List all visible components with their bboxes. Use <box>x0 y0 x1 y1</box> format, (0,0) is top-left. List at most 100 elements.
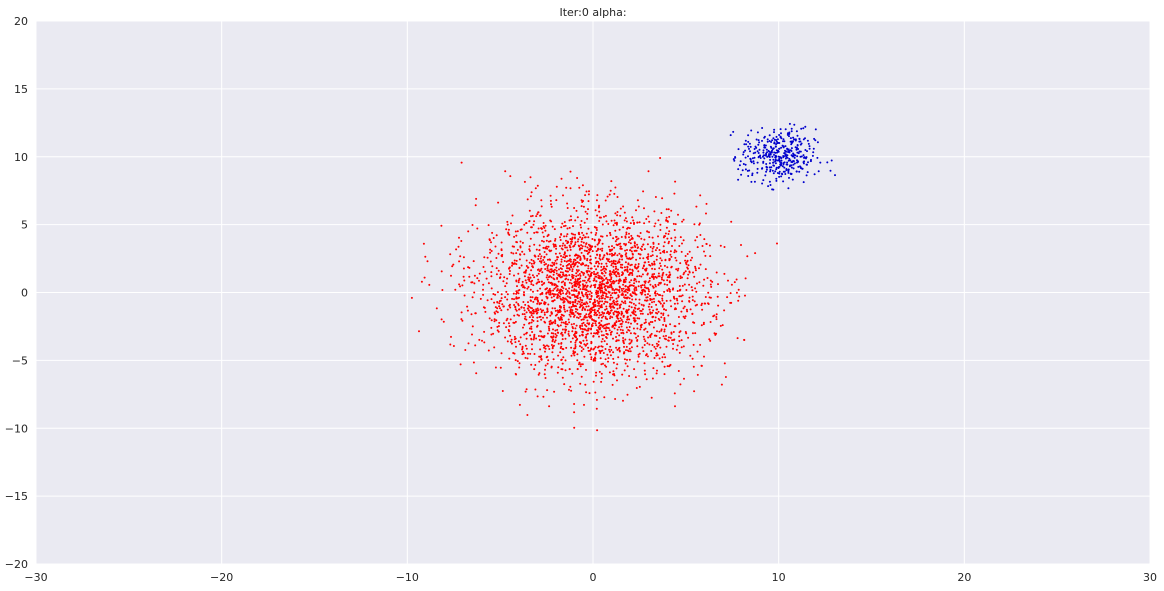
data-point <box>505 319 508 322</box>
data-point <box>466 305 469 308</box>
data-point <box>789 159 792 162</box>
chart-title: Iter:0 alpha: <box>559 6 626 19</box>
data-point <box>618 275 621 278</box>
data-point <box>615 275 618 278</box>
data-point <box>524 344 527 347</box>
data-point <box>598 314 601 317</box>
data-point <box>537 299 539 302</box>
data-point <box>532 266 534 269</box>
data-point <box>653 357 656 359</box>
data-point <box>539 269 542 272</box>
data-point <box>501 390 504 392</box>
data-point <box>602 352 605 354</box>
data-point <box>641 291 644 294</box>
data-point <box>595 371 598 374</box>
data-point <box>676 299 679 302</box>
data-point <box>631 269 634 272</box>
data-point <box>569 246 572 249</box>
data-point <box>539 330 542 333</box>
data-point <box>793 123 796 126</box>
data-point <box>705 202 708 205</box>
data-point <box>603 396 606 399</box>
data-point <box>642 257 645 260</box>
data-point <box>501 303 504 306</box>
data-point <box>549 293 552 296</box>
data-point <box>598 345 600 348</box>
data-point <box>633 223 635 225</box>
data-point <box>640 284 642 287</box>
data-point <box>601 249 604 252</box>
data-point <box>554 238 557 240</box>
data-point <box>647 281 650 284</box>
data-point <box>742 163 745 165</box>
data-point <box>563 306 565 309</box>
data-point <box>675 348 678 351</box>
data-point <box>656 255 658 258</box>
data-point <box>800 142 803 145</box>
data-point <box>463 294 466 297</box>
data-point <box>659 282 662 285</box>
data-point <box>508 357 511 360</box>
data-point <box>582 273 585 276</box>
data-point <box>794 154 797 157</box>
data-point <box>564 224 567 227</box>
data-point <box>619 245 622 248</box>
data-point <box>540 280 543 283</box>
data-point <box>673 249 676 252</box>
data-point <box>601 247 604 250</box>
data-point <box>533 220 536 223</box>
data-point <box>590 294 593 297</box>
data-point <box>532 338 535 341</box>
data-point <box>618 349 621 352</box>
data-point <box>554 293 557 296</box>
data-point <box>529 176 532 179</box>
data-point <box>566 249 569 252</box>
data-point <box>536 316 539 319</box>
data-point <box>561 318 563 321</box>
data-point <box>654 285 657 288</box>
data-point <box>553 287 556 290</box>
data-point <box>708 296 711 299</box>
data-point <box>578 292 581 295</box>
data-point <box>573 289 575 292</box>
data-point <box>657 243 660 245</box>
data-point <box>527 276 530 279</box>
data-point <box>633 241 636 244</box>
data-point <box>814 139 817 142</box>
data-point <box>458 283 461 286</box>
data-point <box>556 277 559 280</box>
data-point <box>588 293 591 296</box>
data-point <box>654 294 657 297</box>
data-point <box>622 314 625 317</box>
data-point <box>581 299 584 302</box>
data-point <box>606 310 609 313</box>
data-point <box>668 240 670 243</box>
data-point <box>608 348 611 351</box>
data-point <box>580 350 583 352</box>
x-tick-label: 20 <box>957 571 971 584</box>
data-point <box>657 219 660 222</box>
data-point <box>506 340 509 343</box>
data-point <box>661 297 664 300</box>
data-point <box>608 260 611 263</box>
data-point <box>562 265 565 268</box>
data-point <box>612 260 615 263</box>
data-point <box>563 383 566 386</box>
data-point <box>746 255 749 258</box>
data-point <box>571 309 574 312</box>
data-point <box>660 259 663 262</box>
data-point <box>640 275 643 278</box>
data-point <box>572 233 575 236</box>
data-point <box>586 293 589 296</box>
data-point <box>590 332 593 335</box>
x-tick-label: 10 <box>772 571 786 584</box>
data-point <box>580 205 583 208</box>
x-tick-label: 0 <box>590 571 597 584</box>
data-point <box>634 332 637 335</box>
data-point <box>616 328 619 331</box>
data-point <box>534 364 537 366</box>
data-point <box>678 351 681 354</box>
data-point <box>628 236 630 239</box>
data-point <box>672 347 674 350</box>
data-point <box>667 233 670 235</box>
